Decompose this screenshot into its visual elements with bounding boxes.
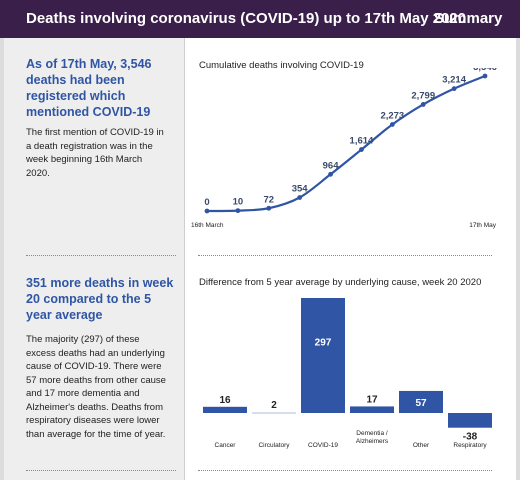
right-margin	[516, 38, 520, 480]
line-point	[297, 195, 303, 200]
bar-category-label: Other	[413, 442, 430, 449]
first-mention-text: The first mention of COVID-19 in a death…	[26, 127, 164, 179]
x-axis-start-label: 16th March	[191, 222, 224, 229]
line-value-label: 0	[204, 197, 209, 208]
report-header: Deaths involving coronavirus (COVID-19) …	[0, 0, 520, 38]
summary-label: Summary	[434, 10, 503, 27]
bar-category-label: Circulatory	[258, 442, 290, 449]
line-value-label: 354	[292, 184, 309, 195]
bar-category-label: Alzheimers	[356, 438, 389, 445]
bar-category-label: Dementia /	[356, 430, 388, 437]
sidebar-divider-1	[26, 255, 176, 256]
bar-value-label: 2	[271, 400, 277, 411]
line-point	[266, 205, 272, 211]
line-point	[204, 208, 210, 214]
cumulative-deaths-line-chart: 0 10 72 354 964 1,614 2,273 2,799 3,214 3,546 16th…	[191, 68, 497, 229]
bar-category-label: Respiratory	[453, 442, 487, 449]
main-divider-2	[198, 470, 492, 471]
bar	[448, 413, 492, 428]
column-divider	[184, 38, 185, 480]
bar	[203, 406, 247, 413]
cause-difference-bar-chart: 16 Cancer 2 Circulatory 297 COVID-19 17 Dementi…	[203, 298, 492, 449]
cumulative-deaths-line	[206, 74, 486, 213]
bar-value-label: 57	[415, 398, 427, 409]
bar-category-label: Cancer	[215, 442, 237, 449]
bar-value-label: 297	[315, 338, 332, 349]
summary-sidebar	[4, 38, 184, 480]
line-value-label: 964	[323, 160, 340, 171]
line-value-label: 10	[233, 197, 244, 208]
line-point	[328, 171, 333, 177]
line-point	[389, 122, 395, 127]
line-value-label: 3,214	[442, 75, 466, 86]
line-value-label: 1,614	[350, 136, 374, 147]
bar-value-label: 16	[219, 395, 231, 406]
line-point	[451, 86, 457, 92]
line-point	[482, 73, 488, 79]
line-value-label: 3,546	[473, 68, 497, 73]
line-point	[359, 147, 364, 152]
line-point	[235, 208, 241, 214]
excess-deaths-headline: 351 more deaths in week 20 compared to t…	[26, 276, 174, 322]
cumulative-deaths-headline: As of 17th May, 3,546 deaths had been re…	[26, 57, 152, 119]
excess-deaths-text: The majority (297) of these excess death…	[26, 334, 166, 440]
page-title: Deaths involving coronavirus (COVID-19) …	[26, 10, 467, 27]
x-axis-end-label: 17th May	[469, 222, 496, 229]
line-chart-title: Cumulative deaths involving COVID-19	[199, 60, 364, 71]
bar	[252, 412, 296, 414]
left-margin	[0, 38, 4, 480]
line-value-label: 72	[263, 194, 274, 205]
sidebar-divider-2	[26, 470, 176, 471]
line-value-label: 2,799	[411, 90, 435, 101]
bar-chart-title: Difference from 5 year average by underl…	[199, 277, 482, 288]
bar	[301, 298, 345, 413]
bar-value-label: -38	[463, 432, 478, 443]
bar	[399, 390, 443, 413]
bar-value-label: 17	[366, 394, 378, 405]
line-value-label: 2,273	[380, 110, 404, 121]
bar-category-label: COVID-19	[308, 442, 338, 449]
bar	[350, 406, 394, 413]
line-point	[420, 102, 426, 107]
main-divider-1	[198, 255, 492, 256]
